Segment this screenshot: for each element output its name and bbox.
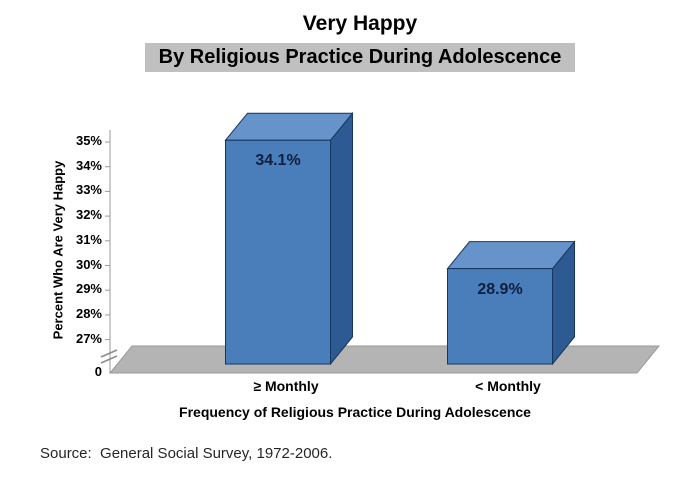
bar-top-face [446,241,576,270]
y-tick-label: 33% [75,182,102,198]
y-tick-label: 29% [75,281,102,297]
y-tick-label: 30% [75,256,102,272]
bar-front-face [447,268,553,365]
chart-subtitle-row: By Religious Practice During Adolescence [40,43,675,72]
bar-0 [224,111,354,366]
y-tick-label: 31% [75,231,102,247]
y-tick-label: 35% [75,133,102,148]
chart-subtitle: By Religious Practice During Adolescence [144,43,576,72]
y-tick-zero-label: 0 [94,364,102,379]
axis-break-mark [100,355,118,364]
bar-data-label: 28.9% [477,280,523,298]
x-category-label: < Monthly [475,378,541,394]
bar-data-label: 34.1% [255,152,301,170]
floor-plane [108,345,661,374]
y-tick-label: 32% [75,207,102,223]
x-axis-title: Frequency of Religious Practice During A… [179,404,531,420]
y-tick-label: 34% [75,157,102,173]
bar-side-face [330,111,353,366]
source-note: Source: General Social Survey, 1972-2006… [40,445,333,462]
x-category-label: ≥ Monthly [253,378,319,394]
y-tick-label: 28% [75,305,102,321]
bar-1 [446,240,576,366]
chart-title: Very Happy [302,12,418,35]
axis-break-mark [100,349,118,358]
bar-front-face [225,139,331,365]
bar-top-face [224,112,354,141]
y-tick-label: 27% [75,330,102,346]
